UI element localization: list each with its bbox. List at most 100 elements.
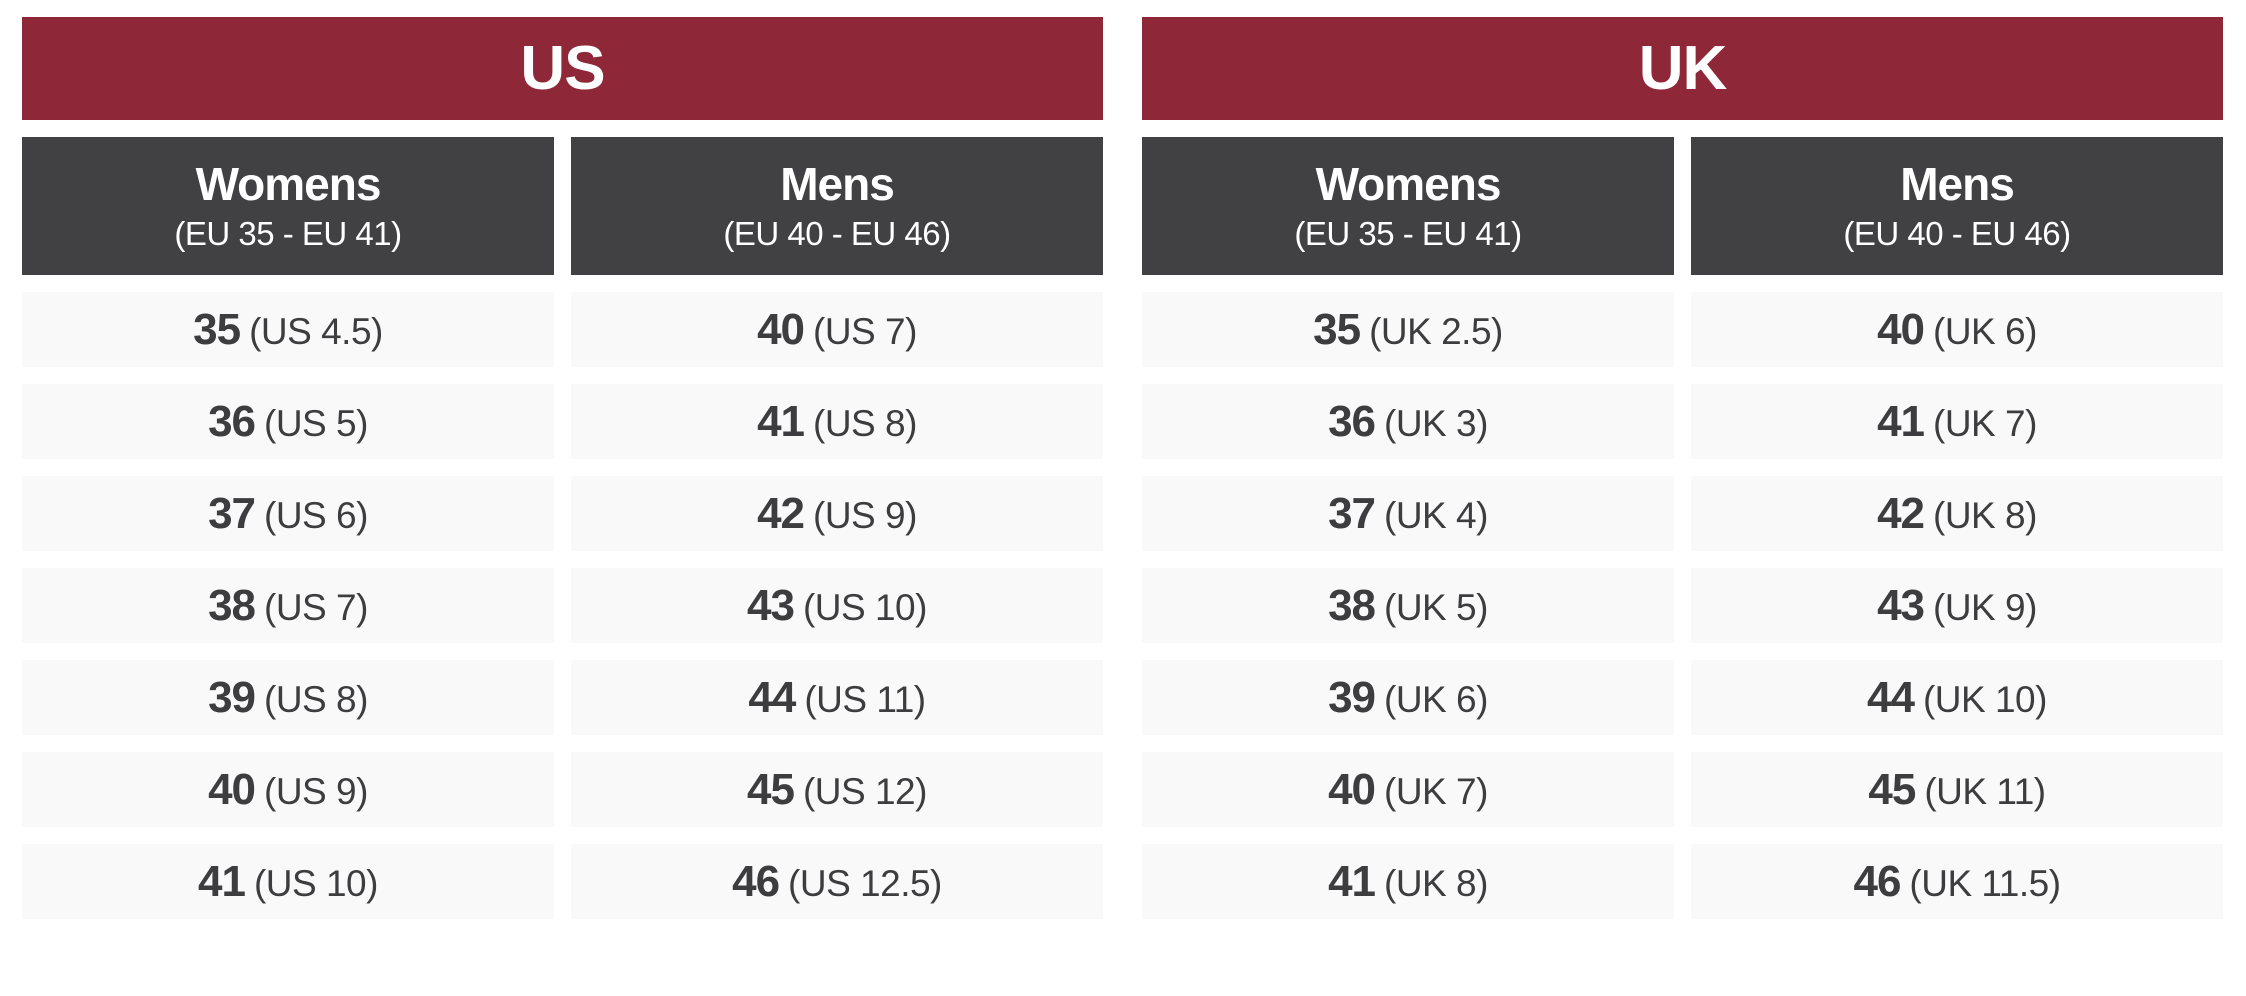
eu-size: 44 <box>748 672 796 722</box>
eu-size: 40 <box>1328 764 1376 814</box>
converted-size: (UK 2.5) <box>1369 310 1503 352</box>
eu-size: 39 <box>208 672 256 722</box>
uk-mens-column-header: Mens (EU 40 - EU 46) <box>1691 137 2223 275</box>
eu-size: 36 <box>208 396 256 446</box>
size-cell: 43 (US 10) <box>571 568 1103 643</box>
size-cell: 42 (US 9) <box>571 476 1103 551</box>
eu-size: 37 <box>1328 488 1376 538</box>
uk-size-table: UK Womens (EU 35 - EU 41) 35 (UK 2.5) 36(… <box>1142 17 2223 996</box>
eu-size: 35 <box>193 304 241 354</box>
converted-size: (UK 7) <box>1933 402 2037 444</box>
eu-size: 35 <box>1313 304 1361 354</box>
size-cell: 38 (UK 5) <box>1142 568 1674 643</box>
size-cell: 36 (UK 3) <box>1142 384 1674 459</box>
column-eu-range: (EU 35 - EU 41) <box>174 215 402 253</box>
size-cell: 41 (US 10) <box>22 844 554 919</box>
us-mens-column: Mens (EU 40 - EU 46) 40 (US 7) 41 (US 8) 4… <box>571 137 1103 919</box>
size-cell: 35 (UK 2.5) <box>1142 292 1674 367</box>
uk-table-title: UK <box>1638 34 1728 103</box>
eu-size: 41 <box>198 856 246 906</box>
eu-size: 38 <box>1328 580 1376 630</box>
converted-size: (US 5) <box>264 402 368 444</box>
uk-womens-column: Womens (EU 35 - EU 41) 35 (UK 2.5) 36 (UK … <box>1142 137 1674 919</box>
us-womens-column: Womens (EU 35 - EU 41) 35 (US 4.5) 36 (US … <box>22 137 554 919</box>
us-mens-column-header: Mens (EU 40 - EU 46) <box>571 137 1103 275</box>
converted-size: (UK 11.5) <box>1909 862 2061 904</box>
eu-size: 41 <box>1877 396 1925 446</box>
size-cell: 40 (US 7) <box>571 292 1103 367</box>
uk-table-columns: Womens (EU 35 - EU 41) 35 (UK 2.5) 36 (UK … <box>1142 137 2223 919</box>
eu-size: 46 <box>1853 856 1901 906</box>
converted-size: (US 8) <box>264 678 368 720</box>
converted-size: (UK 9) <box>1933 586 2037 628</box>
us-table-title-bar: US <box>22 17 1103 120</box>
size-cell: 45 (UK 11) <box>1691 752 2223 827</box>
us-table-columns: Womens (EU 35 - EU 41) 35 (US 4.5) 36 (US … <box>22 137 1103 919</box>
column-eu-range: (EU 35 - EU 41) <box>1294 215 1522 253</box>
size-cell: 40 (UK 7) <box>1142 752 1674 827</box>
size-cell: 45 (US 12) <box>571 752 1103 827</box>
converted-size: (UK 6) <box>1933 310 2037 352</box>
size-cell: 41 (US 8) <box>571 384 1103 459</box>
converted-size: (US 12) <box>802 770 927 812</box>
size-cell: 40 (UK 6) <box>1691 292 2223 367</box>
converted-size: (UK 10) <box>1922 678 2047 720</box>
size-cell: 38 (US 7) <box>22 568 554 643</box>
uk-mens-column: Mens (EU 40 - EU 46) 40 (UK 6) 41 (UK 7) 4… <box>1691 137 2223 919</box>
eu-size: 40 <box>1877 304 1925 354</box>
converted-size: (UK 8) <box>1933 494 2037 536</box>
converted-size: (US 6) <box>264 494 368 536</box>
size-cell: 41 (UK 8) <box>1142 844 1674 919</box>
eu-size: 43 <box>1877 580 1925 630</box>
converted-size: (UK 8) <box>1384 862 1488 904</box>
column-name: Womens <box>1315 157 1502 210</box>
size-cell: 41 (UK 7) <box>1691 384 2223 459</box>
eu-size: 46 <box>732 856 780 906</box>
eu-size: 45 <box>1868 764 1916 814</box>
converted-size: (US 9) <box>813 494 917 536</box>
uk-womens-column-header: Womens (EU 35 - EU 41) <box>1142 137 1674 275</box>
size-cell: 36 (US 5) <box>22 384 554 459</box>
column-eu-range: (EU 40 - EU 46) <box>723 215 951 253</box>
us-womens-column-header: Womens (EU 35 - EU 41) <box>22 137 554 275</box>
eu-size: 45 <box>747 764 795 814</box>
converted-size: (US 12.5) <box>788 862 942 904</box>
size-cell: 39 (US 8) <box>22 660 554 735</box>
eu-size: 42 <box>757 488 805 538</box>
converted-size: (US 7) <box>264 586 368 628</box>
converted-size: (UK 7) <box>1384 770 1488 812</box>
column-name: Mens <box>780 157 895 210</box>
eu-size: 43 <box>747 580 795 630</box>
converted-size: (UK 4) <box>1384 494 1488 536</box>
converted-size: (US 7) <box>813 310 917 352</box>
size-cell: 44 (US 11) <box>571 660 1103 735</box>
eu-size: 41 <box>757 396 805 446</box>
us-table-title: US <box>520 34 605 103</box>
size-cell: 46 (UK 11.5) <box>1691 844 2223 919</box>
column-eu-range: (EU 40 - EU 46) <box>1843 215 2071 253</box>
us-size-table: US Womens (EU 35 - EU 41) 35 (US 4.5) 36(… <box>22 17 1103 996</box>
size-cell: 37 (US 6) <box>22 476 554 551</box>
column-name: Womens <box>195 157 382 210</box>
eu-size: 41 <box>1328 856 1376 906</box>
eu-size: 36 <box>1328 396 1376 446</box>
size-cell: 39 (UK 6) <box>1142 660 1674 735</box>
converted-size: (US 9) <box>264 770 368 812</box>
converted-size: (US 10) <box>253 862 378 904</box>
eu-size: 39 <box>1328 672 1376 722</box>
converted-size: (UK 11) <box>1924 770 2046 812</box>
size-cell: 43 (UK 9) <box>1691 568 2223 643</box>
size-cell: 40 (US 9) <box>22 752 554 827</box>
converted-size: (US 11) <box>804 678 926 720</box>
size-cell: 35 (US 4.5) <box>22 292 554 367</box>
eu-size: 40 <box>208 764 256 814</box>
size-cell: 46 (US 12.5) <box>571 844 1103 919</box>
size-cell: 42 (UK 8) <box>1691 476 2223 551</box>
eu-size: 38 <box>208 580 256 630</box>
converted-size: (US 4.5) <box>249 310 383 352</box>
converted-size: (US 8) <box>813 402 917 444</box>
column-name: Mens <box>1900 157 2015 210</box>
converted-size: (US 10) <box>802 586 927 628</box>
converted-size: (UK 6) <box>1384 678 1488 720</box>
